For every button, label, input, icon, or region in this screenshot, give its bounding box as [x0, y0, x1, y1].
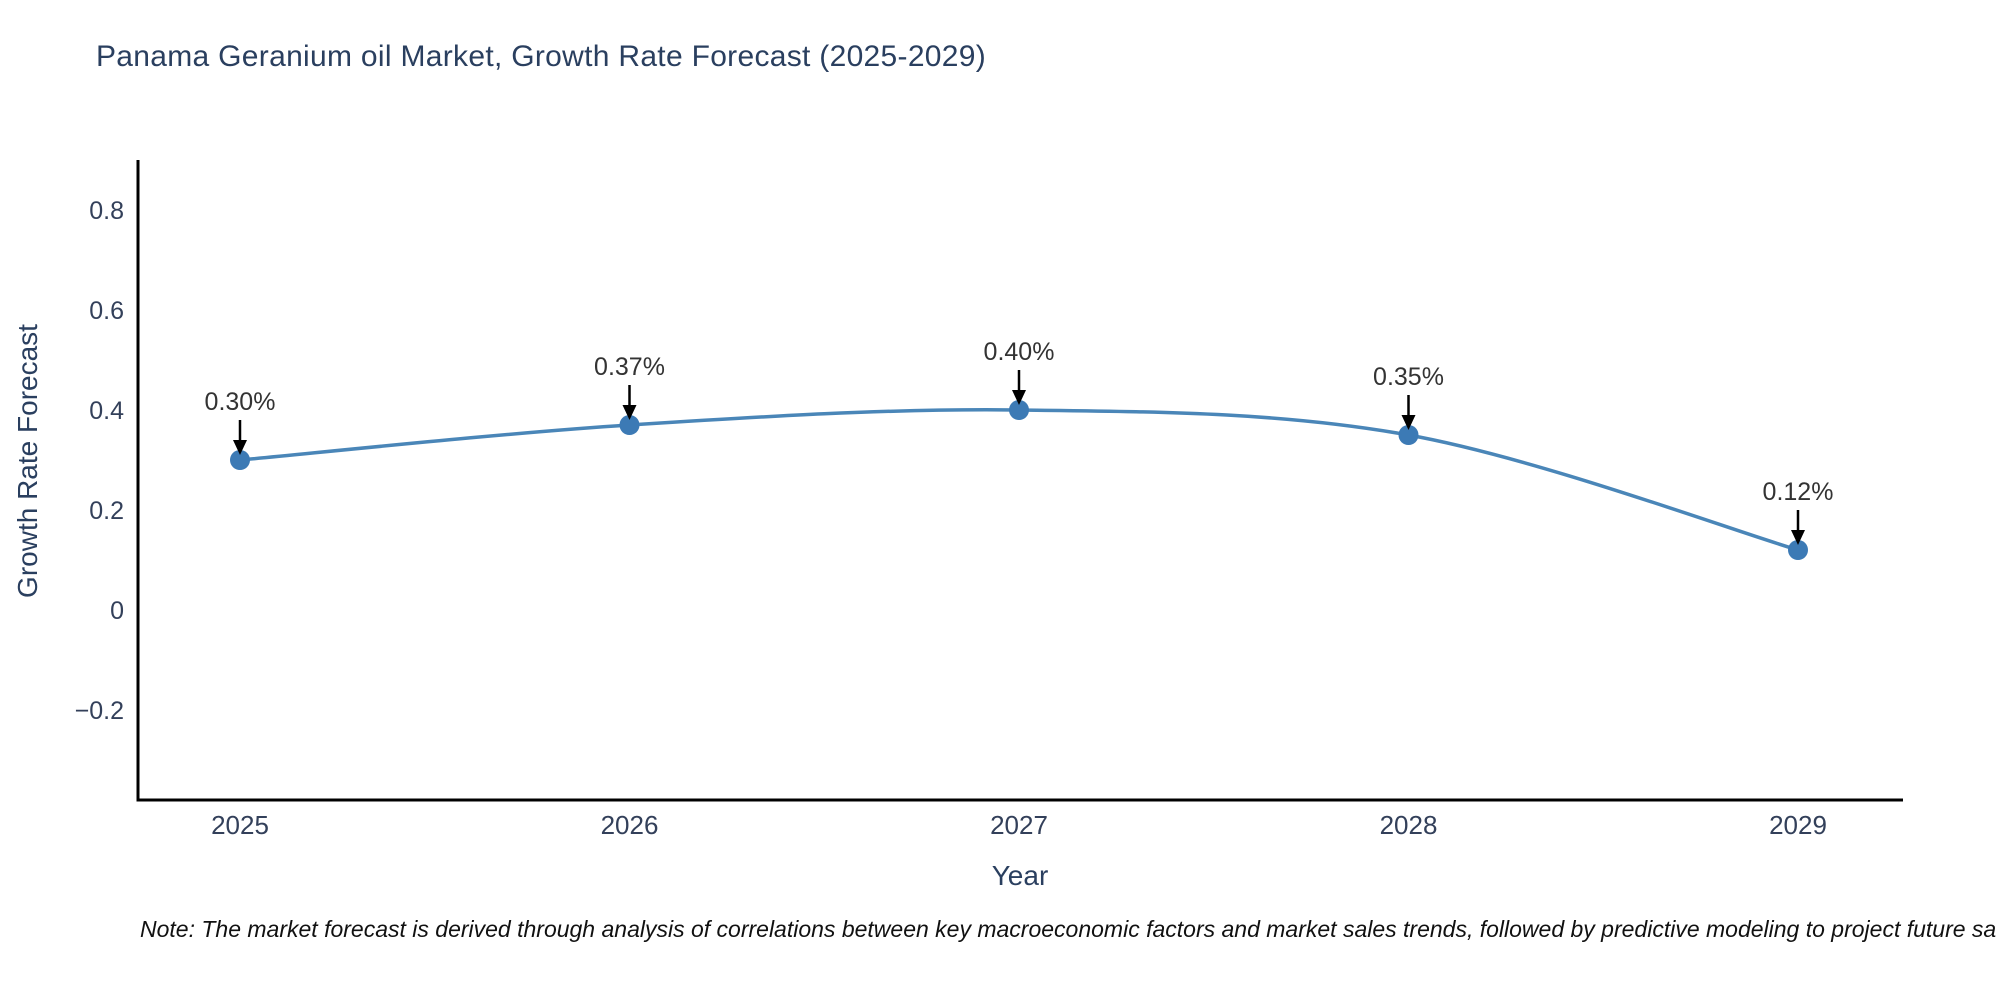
y-tick-label: −0.2	[75, 697, 124, 725]
x-tick-label: 2029	[1769, 810, 1827, 840]
annotation-label: 0.30%	[205, 388, 276, 416]
annotation-label: 0.37%	[594, 353, 665, 381]
x-tick-label: 2028	[1380, 810, 1438, 840]
annotation-arrowhead-icon	[1012, 390, 1026, 405]
y-tick-label: 0.2	[89, 497, 124, 525]
data-point-marker	[619, 415, 640, 435]
x-tick-label: 2026	[601, 810, 659, 840]
data-point-marker	[1009, 400, 1029, 420]
annotation-arrowhead-icon	[233, 440, 247, 455]
y-tick-label: 0.8	[89, 197, 124, 225]
data-point-marker	[230, 450, 250, 470]
footnote: Note: The market forecast is derived thr…	[140, 916, 1997, 942]
annotation-label: 0.40%	[984, 338, 1055, 366]
annotation-label: 0.35%	[1373, 363, 1444, 391]
series-line	[239, 408, 1799, 552]
y-axis-title: Growth Rate Forecast	[12, 324, 43, 598]
annotation-arrowhead-icon	[622, 405, 637, 420]
x-tick-label: 2025	[211, 810, 269, 840]
chart-title: Panama Geranium oil Market, Growth Rate …	[96, 40, 987, 73]
y-tick-label: 0	[110, 597, 124, 625]
data-point-marker	[1788, 540, 1808, 560]
y-tick-label: 0.4	[89, 397, 124, 425]
y-tick-label: 0.6	[89, 297, 124, 325]
x-tick-label: 2027	[990, 810, 1048, 840]
data-point-marker	[1398, 425, 1419, 445]
annotation-arrowhead-icon	[1401, 415, 1416, 430]
annotation-arrowhead-icon	[1791, 530, 1805, 545]
x-axis-title: Year	[991, 860, 1049, 891]
annotation-label: 0.12%	[1763, 478, 1834, 506]
